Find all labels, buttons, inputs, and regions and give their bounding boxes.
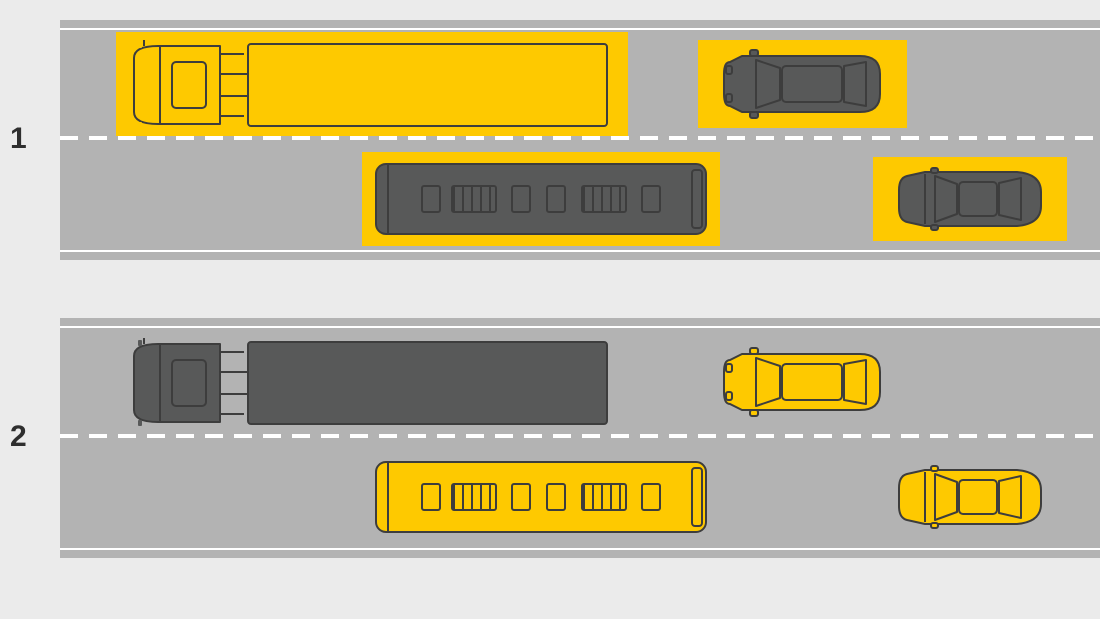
lane-center-dash <box>60 434 1100 438</box>
vehicle-bus <box>372 458 710 536</box>
road-edge-top <box>60 28 1100 30</box>
road-edge-bottom <box>60 548 1100 550</box>
vehicle-suv <box>720 48 885 120</box>
vehicle-car <box>895 464 1045 530</box>
vehicle-bus <box>372 160 710 238</box>
road-edge-bottom <box>60 250 1100 252</box>
lane-center-dash <box>60 136 1100 140</box>
panel-1-label: 1 <box>10 122 27 156</box>
vehicle-truck <box>128 40 613 130</box>
vehicle-suv <box>720 346 885 418</box>
vehicle-truck <box>128 338 613 428</box>
road-edge-top <box>60 326 1100 328</box>
panel-2-label: 2 <box>10 420 27 454</box>
diagram-stage: 12 <box>0 0 1100 619</box>
vehicle-car <box>895 166 1045 232</box>
